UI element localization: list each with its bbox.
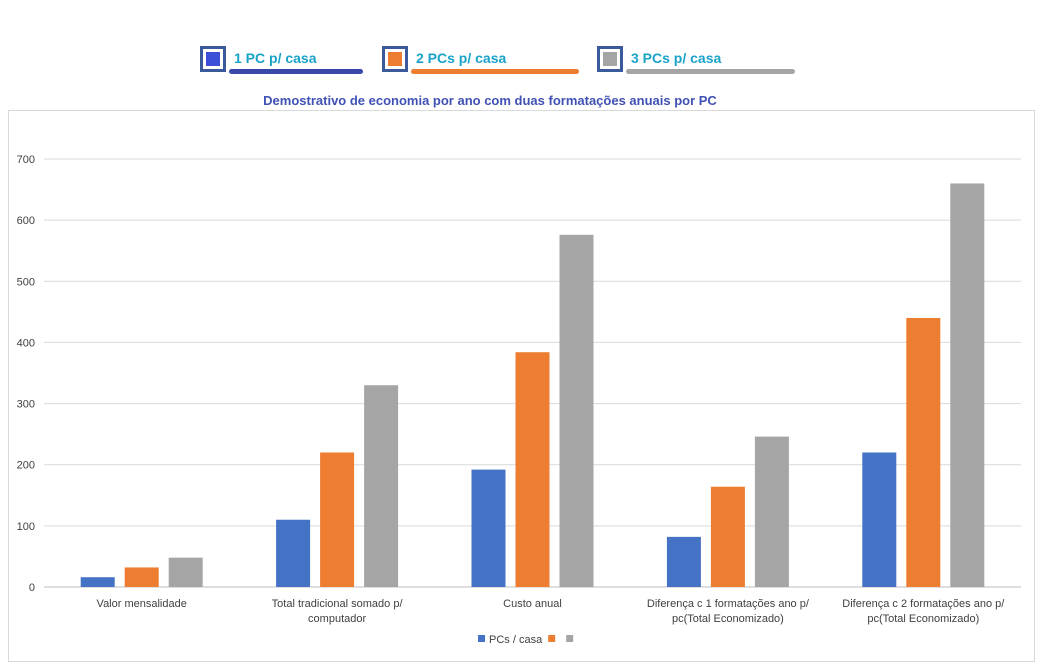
bar [124,567,159,587]
chart-title: Demostrativo de economia por ano com dua… [263,93,717,108]
bar [950,183,985,587]
y-tick-label: 600 [17,215,35,227]
legend-line-orange [411,69,579,74]
bar [906,317,941,587]
x-tick-label: computador [308,613,366,625]
top-legend-label: 1 PC p/ casa [234,50,317,66]
top-legend: 1 PC p/ casa 2 PCs p/ casa 3 PCs p/ casa [0,44,1056,84]
y-tick-label: 700 [17,154,35,166]
bar [168,557,203,587]
y-tick-label: 0 [29,582,35,594]
legend-swatch [548,635,556,642]
top-legend-label: 2 PCs p/ casa [416,50,507,66]
y-tick-label: 200 [17,460,35,472]
legend-swatch [478,635,485,642]
bar [666,536,701,587]
x-tick-label: Custo anual [503,598,562,610]
x-tick-label: Valor mensalidade [97,598,187,610]
bar [471,469,506,587]
legend-swatch-orange [382,46,408,72]
bar [80,577,115,587]
bar [364,385,399,587]
y-tick-label: 300 [17,399,35,411]
legend-label: PCs / casa [489,634,543,646]
bar [754,436,789,587]
bar [515,352,550,587]
top-legend-label: 3 PCs p/ casa [631,50,722,66]
legend-line-gray [626,69,795,74]
legend-swatch-gray [597,46,623,72]
x-tick-label: Diferença c 1 formatações ano p/ [647,598,810,610]
x-tick-label: Diferença c 2 formatações ano p/ [842,598,1005,610]
y-tick-label: 500 [17,276,35,288]
legend-swatch-blue [200,46,226,72]
x-tick-label: pc(Total Economizado) [672,613,784,625]
bar [559,234,594,587]
x-tick-label: Total tradicional somado p/ [272,598,404,610]
bar [276,519,311,587]
y-tick-label: 400 [17,337,35,349]
bar [320,452,355,587]
legend-line-blue [229,69,363,74]
bar [710,486,745,587]
bar [862,452,897,587]
legend-swatch [566,635,574,642]
x-tick-label: pc(Total Economizado) [867,613,979,625]
y-tick-label: 100 [17,521,35,533]
